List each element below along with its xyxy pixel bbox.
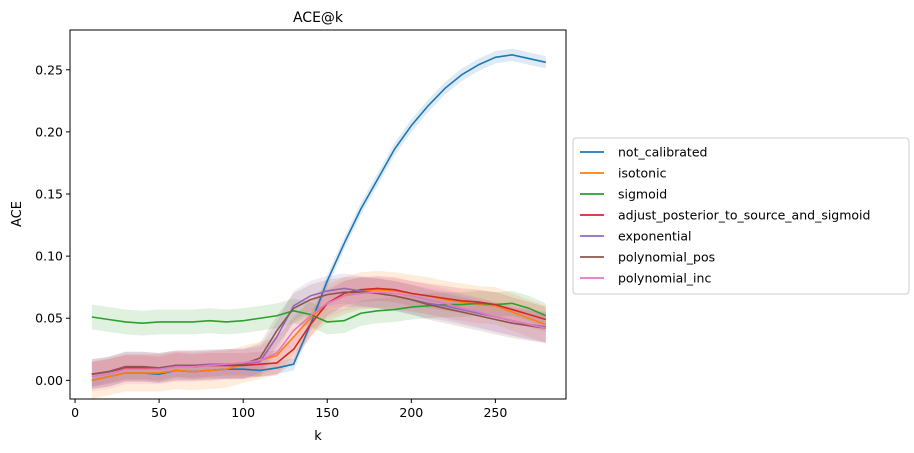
x-axis-label: k [314,429,322,444]
series-line-sigmoid [91,302,547,325]
y-tick-label: 0.05 [35,311,63,326]
series-lines [91,54,547,382]
series-line-polynomial_inc [91,291,546,378]
band-exponential [91,273,546,390]
y-tick-label: 0.20 [35,124,63,139]
chart-title: ACE@k [293,10,344,26]
y-axis-ticks: 0.00 0.05 0.10 0.15 0.20 0.25 [35,62,70,388]
x-tick-label: 50 [151,405,167,420]
x-tick-label: 100 [231,405,255,420]
band-not_calibrated [91,48,546,387]
legend-label-not_calibrated: not_calibrated [618,145,707,160]
legend: not_calibrated isotonic sigmoid adjust_post… [572,137,910,295]
y-tick-label: 0.15 [35,187,63,202]
legend-label-adjust_posterior_to_source_and_sigmoid: adjust_posterior_to_source_and_sigmoid [618,208,870,223]
x-tick-label: 250 [483,405,507,420]
band-isotonic [91,271,546,399]
x-tick-label: 150 [315,405,339,420]
x-tick-label: 0 [71,405,79,420]
legend-label-polynomial_inc: polynomial_inc [618,271,711,286]
legend-label-polynomial_pos: polynomial_pos [618,250,715,265]
x-axis-ticks: 0 50 100 150 200 250 [71,399,507,420]
legend-box [572,137,910,295]
y-tick-label: 0.10 [35,249,63,264]
y-axis-label: ACE [10,201,25,227]
legend-label-sigmoid: sigmoid [618,187,667,202]
y-tick-label: 0.25 [35,62,63,77]
plot-frame [69,29,567,400]
legend-label-isotonic: isotonic [618,166,667,181]
y-tick-label: 0.00 [35,373,63,388]
legend-label-exponential: exponential [618,229,692,244]
confidence-bands [91,48,546,399]
x-tick-label: 200 [399,405,423,420]
series-line-polynomial_pos [91,291,546,375]
